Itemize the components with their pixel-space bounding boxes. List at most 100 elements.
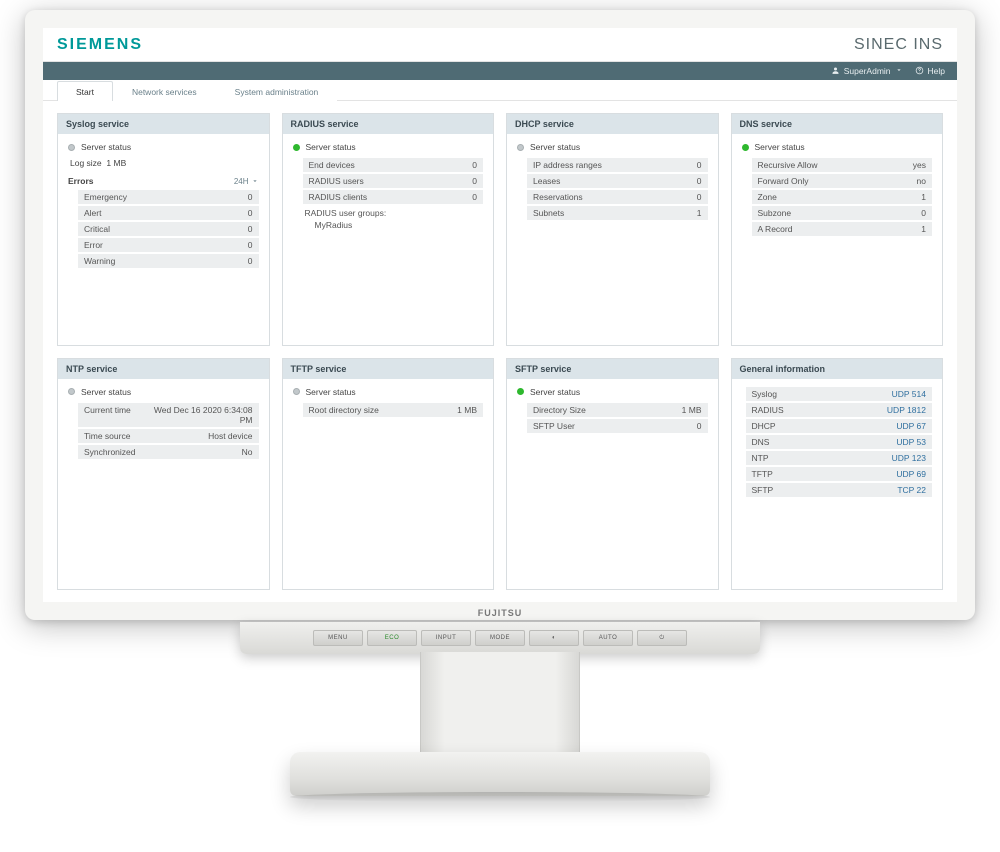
monitor-brand: FUJITSU	[478, 608, 523, 618]
table-row: Warning0	[78, 254, 259, 268]
server-status: Server status	[293, 387, 484, 397]
table-row: Recursive Allowyes	[752, 158, 933, 172]
card-title: RADIUS service	[283, 114, 494, 134]
card-tftp: TFTP service Server status Root director…	[282, 358, 495, 591]
server-status: Server status	[517, 387, 708, 397]
siemens-logo: SIEMENS	[57, 36, 143, 54]
card-title: General information	[732, 359, 943, 379]
status-dot-icon	[517, 388, 524, 395]
monitor-bezel: SIEMENS SINEC INS SuperAdmin Help S	[25, 10, 975, 620]
table-row: SFTP User0	[527, 419, 708, 433]
help-link[interactable]: Help	[915, 66, 945, 77]
card-dns: DNS service Server status Recursive Allo…	[731, 113, 944, 346]
table-row: Error0	[78, 238, 259, 252]
status-dot-icon	[517, 144, 524, 151]
table-row: Time sourceHost device	[78, 429, 259, 443]
table-row: RADIUS users0	[303, 174, 484, 188]
card-general-info: General information SyslogUDP 514 RADIUS…	[731, 358, 944, 591]
tab-network-services[interactable]: Network services	[113, 81, 216, 101]
hw-button-mode[interactable]: MODE	[475, 630, 525, 646]
status-label: Server status	[81, 142, 131, 152]
table-row: Alert0	[78, 206, 259, 220]
hw-button-contrast[interactable]: ◐	[529, 630, 579, 646]
chevron-down-icon	[251, 177, 259, 185]
table-row: SyslogUDP 514	[746, 387, 933, 401]
monitor-stand-base	[290, 752, 710, 796]
status-dot-icon	[68, 388, 75, 395]
errors-range-dropdown[interactable]: 24H	[234, 177, 259, 186]
hw-button-eco[interactable]: ECO	[367, 630, 417, 646]
hw-button-input[interactable]: INPUT	[421, 630, 471, 646]
table-row: NTPUDP 123	[746, 451, 933, 465]
card-syslog: Syslog service Server status Log size 1 …	[57, 113, 270, 346]
hw-button-power[interactable]: ⏻	[637, 630, 687, 646]
table-row: Leases0	[527, 174, 708, 188]
dashboard-grid: Syslog service Server status Log size 1 …	[43, 101, 957, 602]
log-size: Log size 1 MB	[70, 158, 259, 168]
user-icon	[831, 66, 840, 77]
card-title: Syslog service	[58, 114, 269, 134]
tab-start[interactable]: Start	[57, 81, 113, 101]
server-status: Server status	[517, 142, 708, 152]
nav-tabs: Start Network services System administra…	[43, 80, 957, 101]
status-label: Server status	[306, 387, 356, 397]
table-row: Zone1	[752, 190, 933, 204]
user-menu[interactable]: SuperAdmin	[831, 66, 903, 77]
status-dot-icon	[293, 144, 300, 151]
status-dot-icon	[293, 388, 300, 395]
action-bar: SuperAdmin Help	[43, 62, 957, 80]
help-label: Help	[928, 66, 945, 76]
table-row: Subnets1	[527, 206, 708, 220]
table-row: TFTPUDP 69	[746, 467, 933, 481]
card-dhcp: DHCP service Server status IP address ra…	[506, 113, 719, 346]
help-icon	[915, 66, 924, 77]
table-row: IP address ranges0	[527, 158, 708, 172]
card-title: DNS service	[732, 114, 943, 134]
errors-header: Errors 24H	[68, 176, 259, 186]
hw-button-auto[interactable]: AUTO	[583, 630, 633, 646]
table-row: DHCPUDP 67	[746, 419, 933, 433]
chevron-down-icon	[895, 66, 903, 76]
card-title: SFTP service	[507, 359, 718, 379]
card-ntp: NTP service Server status Current timeWe…	[57, 358, 270, 591]
server-status: Server status	[293, 142, 484, 152]
status-label: Server status	[530, 142, 580, 152]
table-row: RADIUSUDP 1812	[746, 403, 933, 417]
monitor-button-strip: FUJITSU MENU ECO INPUT MODE ◐ AUTO ⏻	[240, 622, 760, 654]
table-row: SFTPTCP 22	[746, 483, 933, 497]
table-row: End devices0	[303, 158, 484, 172]
groups-value: MyRadius	[315, 220, 484, 230]
groups-label: RADIUS user groups:	[305, 208, 484, 218]
status-dot-icon	[742, 144, 749, 151]
table-row: Root directory size1 MB	[303, 403, 484, 417]
tab-system-administration[interactable]: System administration	[216, 81, 338, 101]
card-sftp: SFTP service Server status Directory Siz…	[506, 358, 719, 591]
status-label: Server status	[306, 142, 356, 152]
monitor-stand-neck	[420, 652, 580, 762]
table-row: DNSUDP 53	[746, 435, 933, 449]
status-dot-icon	[68, 144, 75, 151]
table-row: RADIUS clients0	[303, 190, 484, 204]
table-row: Critical0	[78, 222, 259, 236]
table-row: SynchronizedNo	[78, 445, 259, 459]
table-row: Directory Size1 MB	[527, 403, 708, 417]
screen: SIEMENS SINEC INS SuperAdmin Help S	[43, 28, 957, 602]
table-row: Current timeWed Dec 16 2020 6:34:08 PM	[78, 403, 259, 427]
table-row: A Record1	[752, 222, 933, 236]
card-title: NTP service	[58, 359, 269, 379]
status-label: Server status	[530, 387, 580, 397]
server-status: Server status	[742, 142, 933, 152]
brand-bar: SIEMENS SINEC INS	[43, 28, 957, 62]
errors-list: Emergency0 Alert0 Critical0 Error0 Warni…	[78, 190, 259, 268]
server-status: Server status	[68, 387, 259, 397]
hw-button-menu[interactable]: MENU	[313, 630, 363, 646]
table-row: Emergency0	[78, 190, 259, 204]
status-label: Server status	[81, 387, 131, 397]
table-row: Subzone0	[752, 206, 933, 220]
product-title: SINEC INS	[854, 36, 943, 54]
card-radius: RADIUS service Server status End devices…	[282, 113, 495, 346]
status-label: Server status	[755, 142, 805, 152]
user-label: SuperAdmin	[844, 66, 891, 76]
server-status: Server status	[68, 142, 259, 152]
card-title: TFTP service	[283, 359, 494, 379]
